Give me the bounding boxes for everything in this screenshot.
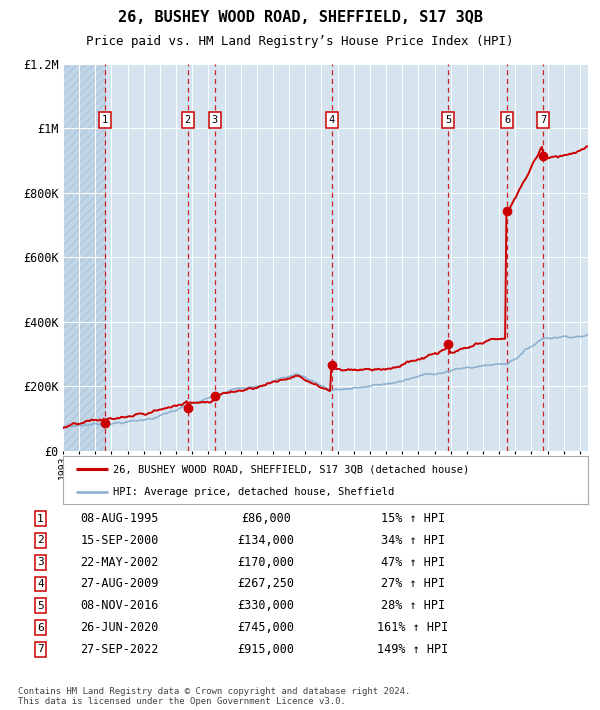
Text: HPI: Average price, detached house, Sheffield: HPI: Average price, detached house, Shef… [113,487,394,497]
Text: 6: 6 [37,623,44,633]
Text: 2: 2 [37,535,44,545]
Text: £267,250: £267,250 [238,577,295,591]
Text: 149% ↑ HPI: 149% ↑ HPI [377,643,448,656]
Text: 22-MAY-2002: 22-MAY-2002 [80,556,159,569]
Text: 161% ↑ HPI: 161% ↑ HPI [377,621,448,634]
Text: 3: 3 [212,115,218,125]
Text: This data is licensed under the Open Government Licence v3.0.: This data is licensed under the Open Gov… [18,697,346,706]
Text: 15% ↑ HPI: 15% ↑ HPI [381,512,445,525]
Text: 4: 4 [329,115,335,125]
Bar [63,64,105,451]
Text: 26, BUSHEY WOOD ROAD, SHEFFIELD, S17 3QB: 26, BUSHEY WOOD ROAD, SHEFFIELD, S17 3QB [118,10,482,25]
Text: 15-SEP-2000: 15-SEP-2000 [80,534,159,547]
Text: 26, BUSHEY WOOD ROAD, SHEFFIELD, S17 3QB (detached house): 26, BUSHEY WOOD ROAD, SHEFFIELD, S17 3QB… [113,464,469,474]
Text: 27-SEP-2022: 27-SEP-2022 [80,643,159,656]
Text: 1: 1 [37,513,44,523]
Text: 08-AUG-1995: 08-AUG-1995 [80,512,159,525]
Text: £330,000: £330,000 [238,599,295,612]
Text: 1: 1 [102,115,108,125]
Text: Price paid vs. HM Land Registry’s House Price Index (HPI): Price paid vs. HM Land Registry’s House … [86,35,514,48]
Text: 27-AUG-2009: 27-AUG-2009 [80,577,159,591]
Text: 7: 7 [540,115,547,125]
Text: 27% ↑ HPI: 27% ↑ HPI [381,577,445,591]
Text: 08-NOV-2016: 08-NOV-2016 [80,599,159,612]
Text: 5: 5 [445,115,451,125]
Text: Contains HM Land Registry data © Crown copyright and database right 2024.: Contains HM Land Registry data © Crown c… [18,687,410,697]
Text: £745,000: £745,000 [238,621,295,634]
Text: 26-JUN-2020: 26-JUN-2020 [80,621,159,634]
Text: £86,000: £86,000 [241,512,291,525]
Text: 47% ↑ HPI: 47% ↑ HPI [381,556,445,569]
Text: 28% ↑ HPI: 28% ↑ HPI [381,599,445,612]
Text: 7: 7 [37,645,44,655]
Text: 5: 5 [37,601,44,611]
Text: £134,000: £134,000 [238,534,295,547]
Text: £170,000: £170,000 [238,556,295,569]
Text: 6: 6 [504,115,510,125]
Text: £915,000: £915,000 [238,643,295,656]
Text: 3: 3 [37,557,44,567]
Text: 34% ↑ HPI: 34% ↑ HPI [381,534,445,547]
Text: 4: 4 [37,579,44,589]
Bar [63,64,105,451]
Text: 2: 2 [184,115,191,125]
